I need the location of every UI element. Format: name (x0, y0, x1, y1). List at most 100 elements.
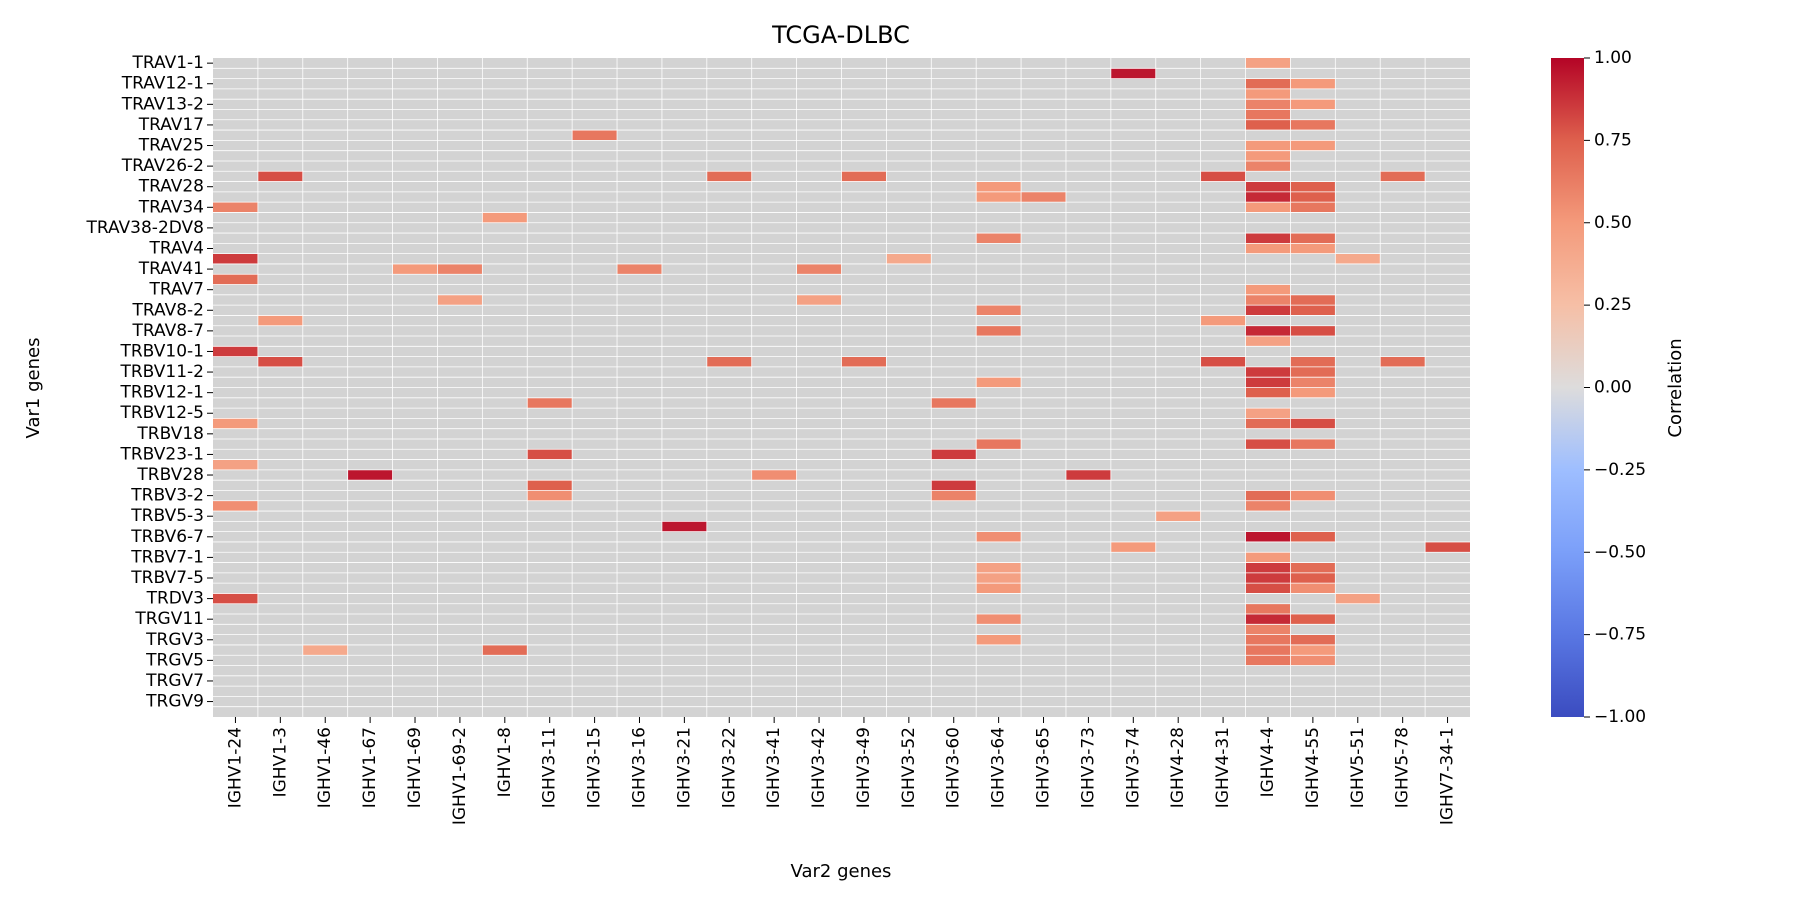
heatmap-cell (1290, 377, 1336, 388)
heatmap-cell (527, 397, 573, 409)
colorbar-tick-label: 0.25 (1594, 295, 1632, 315)
heatmap-cell (1290, 438, 1336, 450)
y-tick-label: TRGV3 (145, 630, 204, 650)
y-tick-label: TRBV10-1 (119, 341, 204, 361)
heatmap-cell (976, 377, 1022, 388)
y-tick-label: TRBV6-7 (130, 527, 204, 547)
heatmap-cell (1245, 119, 1291, 131)
heatmap-cell (1290, 572, 1336, 584)
heatmap-cell (213, 459, 258, 470)
heatmap-cell (1245, 387, 1291, 398)
heatmap-cell (1245, 336, 1291, 347)
heatmap-cell (1200, 356, 1246, 367)
heatmap-cell (1245, 552, 1291, 563)
heatmap-cell (1245, 191, 1291, 203)
heatmap-cell (1245, 500, 1291, 512)
heatmap-cell (1245, 377, 1291, 388)
y-tick-label: TRAV25 (138, 136, 204, 156)
x-axis-label: Var2 genes (791, 861, 892, 882)
x-tick-label: IGHV3-22 (719, 727, 739, 808)
y-tick-label: TRAV12-1 (121, 74, 204, 94)
heatmap-cell (796, 263, 842, 275)
heatmap-cell (1245, 109, 1291, 120)
heatmap-cell (706, 171, 752, 182)
x-tick-label: IGHV3-64 (989, 727, 1009, 808)
colorbar-tick-label: 0.50 (1594, 213, 1632, 233)
y-tick-label: TRGV5 (145, 650, 204, 670)
heatmap-cell (527, 490, 573, 501)
heatmap-cell (437, 263, 483, 275)
heatmap-cell (1290, 78, 1336, 89)
heatmap-cell (1245, 490, 1291, 501)
heatmap-cell (1245, 88, 1291, 100)
heatmap-cell (886, 253, 932, 264)
heatmap-cell (751, 469, 797, 481)
heatmap-cell (1245, 603, 1291, 615)
heatmap-cell (1290, 366, 1336, 378)
heatmap-cell (1290, 356, 1336, 367)
heatmap-cell (1290, 119, 1336, 131)
heatmap-cell (976, 438, 1022, 450)
x-tick-label: IGHV3-60 (944, 727, 964, 808)
heatmap-cell (1245, 562, 1291, 573)
heatmap-cell (1245, 614, 1291, 625)
y-tick-label: TRAV28 (138, 177, 204, 197)
heatmap-cell (841, 171, 887, 182)
heatmap-cell (976, 305, 1022, 316)
heatmap-cell (1245, 202, 1291, 213)
x-tick-label: IGHV3-21 (674, 727, 694, 808)
heatmap-cell (1245, 624, 1291, 635)
y-tick-label: TRAV38-2DV8 (86, 218, 205, 238)
heatmap-cell (213, 418, 258, 429)
heatmap-cell (976, 531, 1022, 542)
heatmap-cell (1245, 408, 1291, 419)
heatmap-cell (213, 593, 258, 604)
x-tick-label: IGHV4-4 (1258, 727, 1278, 797)
heatmap-cell (1245, 99, 1291, 110)
heatmap-cell (1245, 305, 1291, 316)
heatmap-cell (1110, 541, 1156, 553)
heatmap-cell (841, 356, 887, 367)
heatmap-cell (1245, 438, 1291, 450)
y-axis-ticks: TRAV1-1TRAV12-1TRAV13-2TRAV17TRAV25TRAV2… (86, 53, 213, 712)
x-tick-label: IGHV1-69-2 (450, 727, 470, 825)
y-tick-label: TRBV3-2 (130, 486, 204, 506)
heatmap-cell (1290, 583, 1336, 594)
y-tick-label: TRBV7-5 (130, 568, 204, 588)
y-tick-label: TRAV1-1 (132, 53, 204, 73)
heatmap-cell (617, 263, 662, 275)
heatmap-cell (1245, 140, 1291, 151)
x-tick-label: IGHV1-3 (270, 727, 290, 797)
heatmap-cell (257, 315, 303, 326)
heatmap-cell (1245, 181, 1291, 192)
heatmap-cell (976, 191, 1022, 203)
y-tick-label: TRGV9 (145, 692, 204, 712)
heatmap-cell (1290, 305, 1336, 316)
heatmap-cell (1245, 634, 1291, 645)
y-tick-label: TRAV7 (149, 280, 205, 300)
heatmap-cell (1110, 68, 1156, 79)
heatmap-cell (1245, 58, 1291, 69)
heatmap-cell (796, 294, 842, 306)
heatmap-cell (1290, 562, 1336, 573)
heatmap-cell (1290, 181, 1336, 192)
x-tick-label: IGHV7-34-1 (1438, 727, 1458, 825)
x-tick-label: IGHV3-41 (764, 727, 784, 808)
y-tick-label: TRAV8-7 (132, 321, 204, 341)
heatmap-cell (1290, 387, 1336, 398)
heatmap-cell (976, 181, 1022, 192)
heatmap-cell (1245, 366, 1291, 378)
heatmap-cell (302, 644, 348, 656)
heatmap-cell (1245, 325, 1291, 337)
y-tick-label: TRAV13-2 (121, 94, 204, 114)
heatmap-cell (1245, 572, 1291, 584)
heatmap-cell (1245, 418, 1291, 429)
x-tick-label: IGHV3-16 (629, 727, 649, 808)
y-tick-label: TRBV5-3 (130, 506, 204, 526)
y-axis-label: Var1 genes (23, 338, 44, 439)
x-tick-label: IGHV3-52 (899, 727, 919, 808)
heatmap-cell (1290, 531, 1336, 542)
heatmap-cell (931, 480, 977, 491)
heatmap-cell (392, 263, 438, 275)
y-tick-label: TRGV11 (134, 609, 204, 629)
